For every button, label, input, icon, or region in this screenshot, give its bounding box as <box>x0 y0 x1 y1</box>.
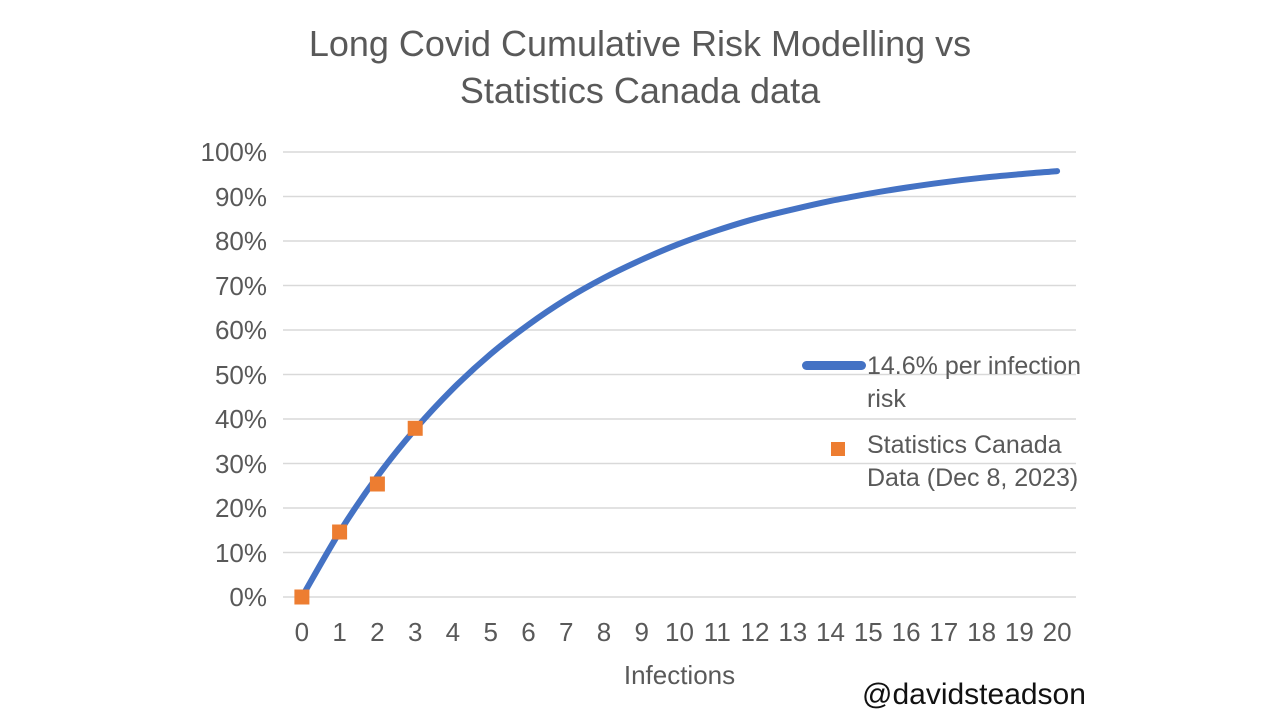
x-tick-label: 0 <box>294 617 310 647</box>
legend-entry-model-line-2: risk <box>867 385 906 413</box>
x-tick-label: 18 <box>967 617 997 647</box>
x-tick-label: 15 <box>853 617 883 647</box>
x-tick-label: 2 <box>370 617 385 647</box>
y-tick-label: 80% <box>214 226 267 256</box>
statcan-data-point <box>332 524 348 540</box>
watermark: @davidsteadson <box>862 678 1086 711</box>
x-tick-label: 11 <box>703 617 731 647</box>
legend-square-sample-icon <box>831 442 845 456</box>
y-tick-label: 20% <box>214 493 267 523</box>
legend-entry-statcan-line-2: Data (Dec 8, 2023) <box>867 464 1079 492</box>
x-axis-title: Infections <box>623 660 736 690</box>
x-tick-label: 5 <box>483 617 498 647</box>
x-tick-label: 6 <box>521 617 536 647</box>
chart-title: Long Covid Cumulative Risk Modelling vs … <box>260 20 1020 114</box>
legend-entry-model-line-1: 14.6% per infection <box>867 352 1082 380</box>
y-tick-label: 70% <box>214 270 267 301</box>
legend-entry-statcan: Statistics Canada Data (Dec 8, 2023) <box>867 429 1078 495</box>
x-tick-label: 13 <box>778 617 808 647</box>
y-tick-label: 90% <box>214 181 267 212</box>
y-tick-label: 0% <box>229 582 267 612</box>
x-tick-label: 1 <box>332 617 347 647</box>
statcan-data-point <box>294 589 310 605</box>
y-tick-label: 100% <box>200 137 268 167</box>
statcan-data-point <box>407 420 423 436</box>
x-tick-label: 4 <box>445 617 461 647</box>
y-tick-label: 40% <box>214 404 267 434</box>
y-tick-label: 30% <box>214 448 267 479</box>
legend-line-sample-icon <box>802 361 866 370</box>
chart-title-line-2: Statistics Canada data <box>459 70 821 111</box>
y-tick-label: 10% <box>214 537 267 568</box>
statcan-data-point <box>369 476 385 492</box>
x-tick-label: 12 <box>740 617 770 647</box>
x-tick-label: 19 <box>1004 617 1034 647</box>
x-tick-label: 9 <box>634 617 649 647</box>
chart-title-line-1: Long Covid Cumulative Risk Modelling vs <box>308 23 972 64</box>
x-tick-label: 10 <box>665 617 694 647</box>
x-tick-label: 17 <box>929 617 959 647</box>
legend-entry-model: 14.6% per infection risk <box>867 350 1081 416</box>
y-tick-label: 50% <box>214 359 267 390</box>
x-tick-label: 7 <box>558 617 574 647</box>
x-tick-label: 8 <box>596 617 612 647</box>
x-tick-label: 14 <box>816 617 845 647</box>
x-tick-label: 3 <box>407 617 423 647</box>
legend-entry-statcan-line-1: Statistics Canada <box>867 431 1062 459</box>
x-tick-label: 16 <box>891 617 921 647</box>
x-tick-label: 20 <box>1042 617 1072 647</box>
y-tick-label: 60% <box>214 315 267 345</box>
